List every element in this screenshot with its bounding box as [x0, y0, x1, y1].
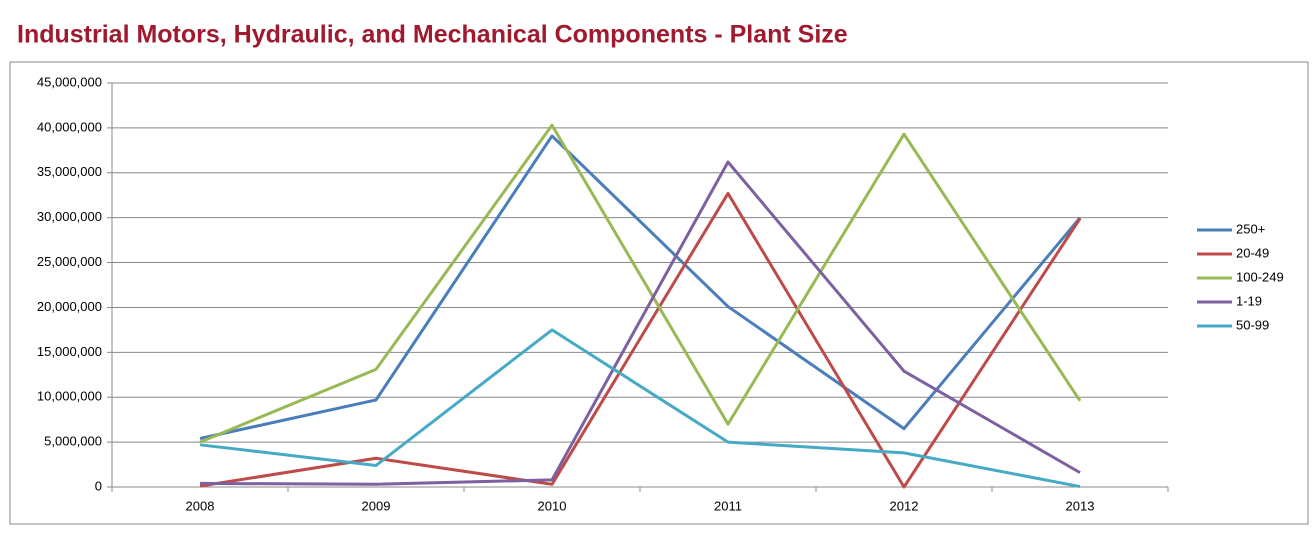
- legend-label: 20-49: [1236, 245, 1269, 260]
- chart-frame: [9, 61, 1309, 525]
- x-tick-label: 2010: [538, 498, 567, 513]
- y-tick-label: 40,000,000: [37, 119, 102, 134]
- y-tick-label: 10,000,000: [37, 389, 102, 404]
- y-tick-label: 15,000,000: [37, 344, 102, 359]
- y-tick-label: 25,000,000: [37, 254, 102, 269]
- x-tick-label: 2009: [362, 498, 391, 513]
- series-line: [199, 123, 1082, 444]
- series-line: [199, 328, 1081, 489]
- x-tick-label: 2012: [890, 498, 919, 513]
- x-tick-label: 2008: [186, 498, 215, 513]
- y-tick-label: 35,000,000: [37, 164, 102, 179]
- x-tick-label: 2013: [1066, 498, 1095, 513]
- series-line: [199, 134, 1082, 440]
- y-tick-label: 30,000,000: [37, 209, 102, 224]
- chart-title: Industrial Motors, Hydraulic, and Mechan…: [17, 21, 848, 49]
- legend-label: 1-19: [1236, 293, 1262, 308]
- legend-label: 250+: [1236, 221, 1265, 236]
- legend-label: 100-249: [1236, 269, 1284, 284]
- x-tick-label: 2011: [714, 498, 742, 513]
- y-tick-label: 45,000,000: [37, 74, 102, 89]
- series-line: [199, 191, 1082, 489]
- y-tick-label: 5,000,000: [44, 434, 102, 449]
- y-tick-label: 0: [95, 478, 102, 493]
- legend-label: 50-99: [1236, 317, 1269, 332]
- y-tick-label: 20,000,000: [37, 299, 102, 314]
- series-line: [199, 160, 1081, 486]
